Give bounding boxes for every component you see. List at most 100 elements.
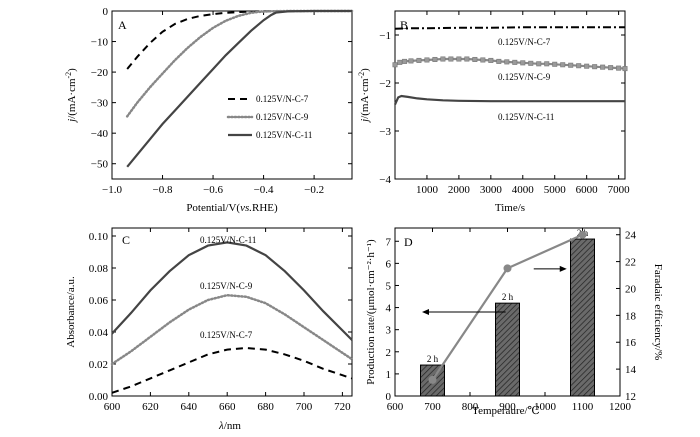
panel-d-left-y-axis-label: Production rate/(μmol·cm⁻²·h⁻¹) xyxy=(365,239,377,385)
panel-d-right-y-axis-label: Faradaic efficiency/% xyxy=(652,264,664,361)
panel-b-marker xyxy=(592,64,598,70)
panel-d-x-axis-label: Temperaure/℃ xyxy=(472,405,540,417)
panel-b-marker xyxy=(520,60,526,66)
panel-b: B 1000 2000 3000 4000 5000 6000 7000 −4 −3 −2 −1 0… xyxy=(357,10,631,214)
panel-b-marker xyxy=(408,58,414,64)
panel-b-marker xyxy=(392,62,398,68)
panel-b-annotation-n-c-7: 0.125V/N-C-7 xyxy=(498,37,551,47)
panel-d-bar-label: 2 h xyxy=(427,354,439,364)
panel-b-marker xyxy=(424,57,430,63)
panel-b-marker xyxy=(560,62,566,68)
panel-b-marker xyxy=(512,59,518,65)
panel-b-x-tick-label: 6000 xyxy=(576,184,599,196)
panel-b-marker xyxy=(616,65,622,71)
panel-b-marker xyxy=(568,62,574,68)
panel-c-y-tick-label: 0.00 xyxy=(89,391,109,403)
panel-c-x-tick-label: 720 xyxy=(334,401,351,413)
panel-a: A −1.0 −0.8 −0.6 −0.4 −0.2 −50 −40 −30 −20 −10 0 0… xyxy=(64,6,354,214)
panel-b-annotation-n-c-9: 0.125V/N-C-9 xyxy=(498,72,551,82)
panel-a-y-tick-label: −40 xyxy=(91,128,109,140)
panel-c-y-axis-label: Absorbance/a.u. xyxy=(65,276,77,348)
panel-a-x-tick-label: −0.2 xyxy=(304,184,324,196)
panel-d-arrows xyxy=(422,265,567,315)
panel-d-faradaic-marker xyxy=(578,230,587,239)
panel-a-label: A xyxy=(118,18,127,32)
panel-b-y-tick-label: −3 xyxy=(379,126,391,138)
panel-d: D 600 700 800 900 1000 1100 120001234567121416… xyxy=(365,227,664,417)
panel-d-faradaic-marker xyxy=(503,264,512,273)
panel-d-right-y-tick-label: 20 xyxy=(625,283,637,295)
panel-c-y-tick-label: 0.08 xyxy=(89,263,109,275)
panel-a-y-tick-label: 0 xyxy=(103,6,109,18)
panel-a-y-tick-label: −30 xyxy=(91,98,109,110)
panel-d-right-y-tick-label: 12 xyxy=(625,391,636,403)
panel-a-legend-label: 0.125V/N-C-9 xyxy=(256,112,309,122)
panel-d-arrow-right-head xyxy=(559,265,567,272)
panel-d-bar xyxy=(570,238,595,397)
panel-b-x-tick-label: 3000 xyxy=(480,184,503,196)
panel-b-x-tick-label: 7000 xyxy=(608,184,631,196)
panel-a-legend-label: 0.125V/N-C-11 xyxy=(256,130,312,140)
panel-b-marker xyxy=(432,56,438,62)
panel-b-y-tick-label: −2 xyxy=(379,78,391,90)
panel-d-x-tick-label: 600 xyxy=(387,401,404,413)
panel-b-marker xyxy=(464,56,470,62)
panel-c-annotation-n-c-11: 0.125V/N-C-11 xyxy=(200,235,256,245)
panel-d-y-tick-label: 0 xyxy=(386,391,392,403)
panel-b-marker xyxy=(496,58,502,64)
panel-d-y-tick-label: 2 xyxy=(386,347,392,359)
panel-a-x-axis-label: Potential/V(vs.RHE) xyxy=(186,202,278,214)
panel-d-x-tick-label: 1000 xyxy=(534,401,557,413)
panel-b-marker xyxy=(456,56,462,62)
panel-b-marker xyxy=(416,57,422,63)
panel-b-marker xyxy=(622,66,628,72)
panel-d-arrow-left-head xyxy=(422,309,429,315)
panel-a-frame xyxy=(111,10,353,180)
panel-c: C 600 620 640 660 680 700 720 0.00 0.02 0.04 0.06 0… xyxy=(65,227,354,432)
panel-d-y-tick-label: 4 xyxy=(386,303,392,315)
panel-c-ticks: 600 620 640 660 680 700 720 0.00 0.02 0.04 0.06 0.0… xyxy=(89,228,352,413)
panel-c-y-tick-label: 0.02 xyxy=(89,359,108,371)
panel-b-series-0-125v-n-c-11 xyxy=(393,94,625,106)
panel-b-marker xyxy=(576,63,582,69)
panel-b-frame xyxy=(394,10,626,180)
panel-c-x-axis-label: λ/nm xyxy=(218,420,241,432)
panel-a-x-tick-label: −0.8 xyxy=(153,184,173,196)
panel-a-series-0-125v-n-c-9 xyxy=(125,9,354,118)
panel-b-x-tick-label: 5000 xyxy=(544,184,567,196)
panel-c-series-0-125v-n-c-7 xyxy=(111,346,353,394)
panel-c-x-tick-label: 680 xyxy=(257,401,274,413)
panel-b-marker xyxy=(402,58,408,64)
panel-b-marker xyxy=(528,60,534,66)
panel-b-marker xyxy=(536,61,542,67)
panel-c-x-tick-label: 600 xyxy=(104,401,121,413)
panel-d-x-tick-label: 900 xyxy=(499,401,516,413)
panel-b-annotation-n-c-11: 0.125V/N-C-11 xyxy=(498,112,554,122)
panel-a-y-axis-label: j/(mA·cm-2) xyxy=(64,68,78,124)
panel-d-y-tick-label: 6 xyxy=(386,258,392,270)
panel-d-bar-label: 2 h xyxy=(502,292,514,302)
panel-a-series xyxy=(125,9,354,168)
panel-b-x-tick-label: 1000 xyxy=(416,184,439,196)
panel-b-marker xyxy=(552,61,558,67)
panel-b-marker xyxy=(480,57,486,63)
panel-b-marker xyxy=(544,61,550,67)
panel-d-x-tick-label: 700 xyxy=(424,401,441,413)
panel-a-y-tick-label: −20 xyxy=(91,67,109,79)
panel-d-faradaic-line xyxy=(428,230,587,384)
panel-a-series-0-125v-n-c-7 xyxy=(126,10,352,70)
panel-d-bar xyxy=(420,364,445,397)
panel-c-annotation-n-c-7: 0.125V/N-C-7 xyxy=(200,330,253,340)
panel-d-bars: 2 h2 h2 h xyxy=(420,228,595,397)
panel-d-bar xyxy=(495,302,520,397)
panel-b-label: B xyxy=(400,18,408,32)
panel-c-x-tick-label: 700 xyxy=(296,401,313,413)
panel-d-x-tick-label: 1200 xyxy=(609,401,632,413)
panel-b-marker xyxy=(600,64,606,70)
panel-b-series-0-125v-n-c-7 xyxy=(394,26,625,30)
panel-b-marker xyxy=(448,56,454,62)
panel-d-right-y-tick-label: 22 xyxy=(625,257,636,269)
panel-a-x-tick-label: −1.0 xyxy=(102,184,122,196)
panel-c-y-tick-label: 0.06 xyxy=(89,295,109,307)
